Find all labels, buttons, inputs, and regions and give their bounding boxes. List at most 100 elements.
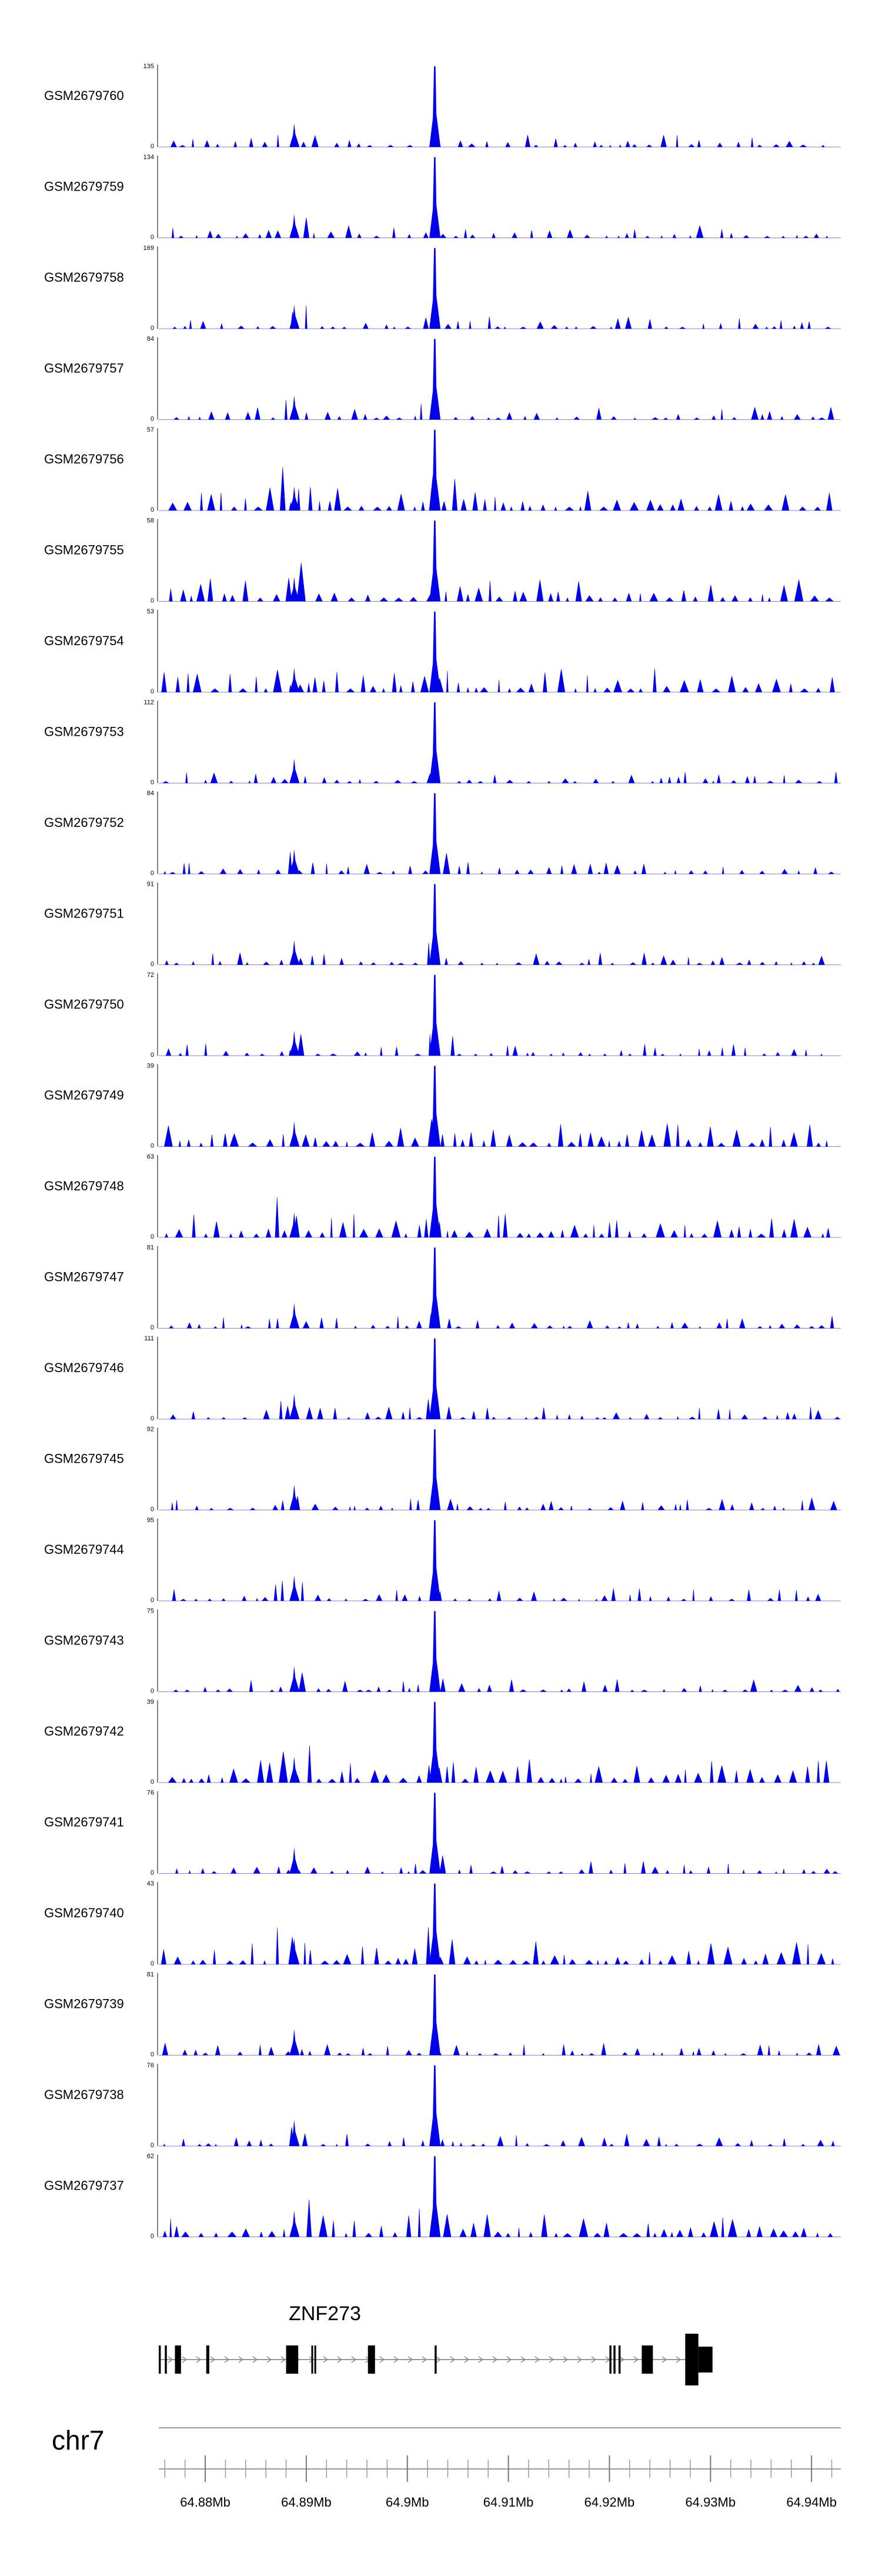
gene-annotation-track: ZNF273 (159, 2303, 713, 2385)
axis-tick-label: 64.94Mb (786, 2495, 837, 2510)
coverage-tracks: GSM2679760 135 0 GSM2679759 134 0 GSM2679758 16… (44, 63, 841, 2240)
secondary-peak (289, 213, 300, 238)
track-GSM2679760: GSM2679760 135 0 (44, 63, 841, 150)
gene-exon (613, 2345, 616, 2374)
chromosome-label: chr7 (52, 2425, 104, 2455)
main-peak (429, 66, 441, 147)
track-ymin-label: 0 (151, 961, 154, 968)
track-label: GSM2679753 (44, 725, 124, 739)
secondary-peak (289, 940, 300, 965)
axis-tick-label: 64.92Mb (584, 2495, 635, 2510)
track-GSM2679740: GSM2679740 43 0 (44, 1880, 841, 1967)
coverage-area (159, 218, 841, 238)
track-ymax-label: 81 (147, 1244, 154, 1252)
strand-arrow-icon (252, 2356, 258, 2363)
coverage-area (159, 1399, 841, 1420)
main-peak (429, 1701, 441, 1783)
track-GSM2679746: GSM2679746 111 0 (44, 1335, 841, 1422)
secondary-peak (289, 1484, 300, 1510)
track-ymax-label: 81 (147, 1971, 154, 1978)
track-ymin-label: 0 (151, 506, 154, 513)
strand-arrow-icon (492, 2356, 498, 2363)
coverage-area (159, 2127, 841, 2147)
track-ymin-label: 0 (151, 2051, 154, 2058)
strand-arrow-icon (478, 2356, 484, 2363)
secondary-peak (289, 1938, 300, 1964)
track-label: GSM2679740 (44, 1906, 124, 1920)
strand-arrow-icon (549, 2356, 554, 2363)
main-peak (429, 520, 441, 602)
track-GSM2679745: GSM2679745 92 0 (44, 1426, 841, 1513)
main-peak (429, 1066, 441, 1147)
track-ymin-label: 0 (151, 1960, 154, 1967)
secondary-peak (289, 1666, 300, 1692)
axis-tick-label: 64.88Mb (180, 2495, 230, 2510)
gene-exon (618, 2345, 621, 2374)
track-label: GSM2679744 (44, 1542, 124, 1557)
track-label: GSM2679742 (44, 1724, 124, 1739)
track-label: GSM2679757 (44, 361, 124, 376)
strand-arrow-icon (450, 2356, 456, 2363)
secondary-peak (289, 1212, 300, 1237)
track-label: GSM2679751 (44, 906, 124, 921)
track-ymin-label: 0 (151, 1415, 154, 1422)
coverage-area (159, 2200, 841, 2237)
strand-arrow-icon (182, 2356, 188, 2363)
track-ymax-label: 58 (147, 518, 154, 525)
main-peak (429, 1338, 441, 1419)
track-ymax-label: 112 (143, 699, 154, 706)
main-peak (429, 157, 441, 238)
track-ymax-label: 169 (143, 245, 154, 252)
secondary-peak (289, 1121, 300, 1147)
gene-name-label: ZNF273 (289, 2303, 361, 2325)
main-peak (429, 1883, 441, 1964)
main-peak (429, 1974, 441, 2056)
track-GSM2679750: GSM2679750 72 0 (44, 972, 841, 1059)
coverage-area (159, 2043, 841, 2056)
track-ymin-label: 0 (151, 1324, 154, 1332)
track-GSM2679753: GSM2679753 112 0 (44, 699, 841, 786)
track-ymax-label: 111 (144, 1335, 154, 1342)
coverage-area (159, 1314, 841, 1329)
coverage-area (159, 1496, 841, 1510)
main-peak (429, 611, 441, 692)
axis-tick-label: 64.91Mb (483, 2495, 534, 2510)
track-ymin-label: 0 (151, 598, 154, 605)
secondary-peak (289, 1847, 300, 1874)
main-peak (429, 429, 441, 510)
track-GSM2679738: GSM2679738 76 0 (44, 2062, 841, 2149)
track-ymin-label: 0 (151, 1597, 154, 1604)
track-ymax-label: 63 (147, 1153, 154, 1160)
strand-arrow-icon (436, 2356, 442, 2363)
track-GSM2679758: GSM2679758 169 0 (44, 245, 841, 332)
track-ymin-label: 0 (151, 1688, 154, 1695)
track-ymin-label: 0 (151, 1233, 154, 1240)
gene-exon (159, 2345, 161, 2374)
coverage-area (159, 400, 841, 420)
gene-exon (314, 2345, 316, 2374)
main-peak (429, 702, 441, 783)
strand-arrow-icon (196, 2356, 202, 2363)
strand-arrow-icon (238, 2356, 244, 2363)
secondary-peak (289, 849, 300, 874)
track-ymax-label: 39 (147, 1063, 154, 1070)
coverage-area (159, 467, 841, 511)
secondary-peak (289, 758, 300, 783)
main-peak (429, 884, 441, 965)
secondary-peak (289, 1303, 300, 1329)
track-label: GSM2679758 (44, 270, 124, 285)
main-peak (429, 2156, 441, 2237)
coverage-area (159, 943, 841, 965)
gene-exon (165, 2345, 167, 2374)
track-label: GSM2679749 (44, 1088, 124, 1103)
coverage-area (159, 1927, 841, 1965)
strand-arrow-icon (168, 2356, 173, 2363)
coverage-area (159, 772, 841, 783)
secondary-peak (289, 576, 300, 602)
strand-arrow-icon (619, 2356, 625, 2363)
track-label: GSM2679739 (44, 1997, 124, 2011)
track-GSM2679741: GSM2679741 76 0 (44, 1790, 841, 1877)
track-ymax-label: 134 (143, 154, 154, 161)
track-label: GSM2679746 (44, 1360, 124, 1375)
